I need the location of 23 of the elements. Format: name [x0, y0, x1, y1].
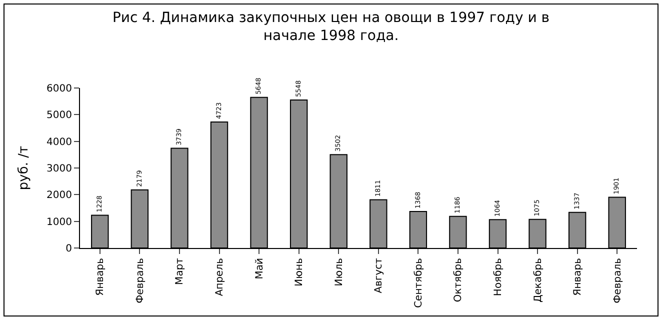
x-tick-label: Октябрь — [453, 258, 464, 302]
x-tick-label: Август — [374, 258, 385, 294]
x-tick-label: Июнь — [294, 258, 306, 286]
y-tick-label: 6000 — [46, 84, 72, 94]
x-tick-label: Май — [254, 258, 266, 280]
x-tick-label: Март — [174, 258, 186, 285]
x-tick-label: Апрель — [214, 258, 226, 296]
x-tick-label: Январь — [95, 258, 106, 296]
y-axis-title: руб. /т — [16, 145, 32, 190]
y-tick-label: 2000 — [46, 190, 72, 202]
x-tick-label: Декабрь — [532, 258, 544, 303]
x-tick-label: Февраль — [134, 258, 146, 304]
x-tick-label: Июль — [334, 258, 345, 286]
x-tick-label: Ноябрь — [493, 258, 504, 296]
y-tick-label: 3000 — [46, 164, 72, 174]
chart-title: Рис 4. Динамика закупочных цен на овощи в 1997 году и в начале 1998 года. — [112, 10, 550, 44]
y-tick-label: 5000 — [46, 110, 72, 122]
x-tick-label: Сентябрь — [413, 258, 424, 308]
y-tick-label: 4000 — [46, 136, 72, 148]
y-tick-label: 0 — [66, 244, 72, 254]
y-tick-label: 1000 — [46, 216, 72, 228]
x-tick-label: Январь — [572, 258, 584, 296]
x-tick-label: Февраль — [612, 258, 624, 304]
